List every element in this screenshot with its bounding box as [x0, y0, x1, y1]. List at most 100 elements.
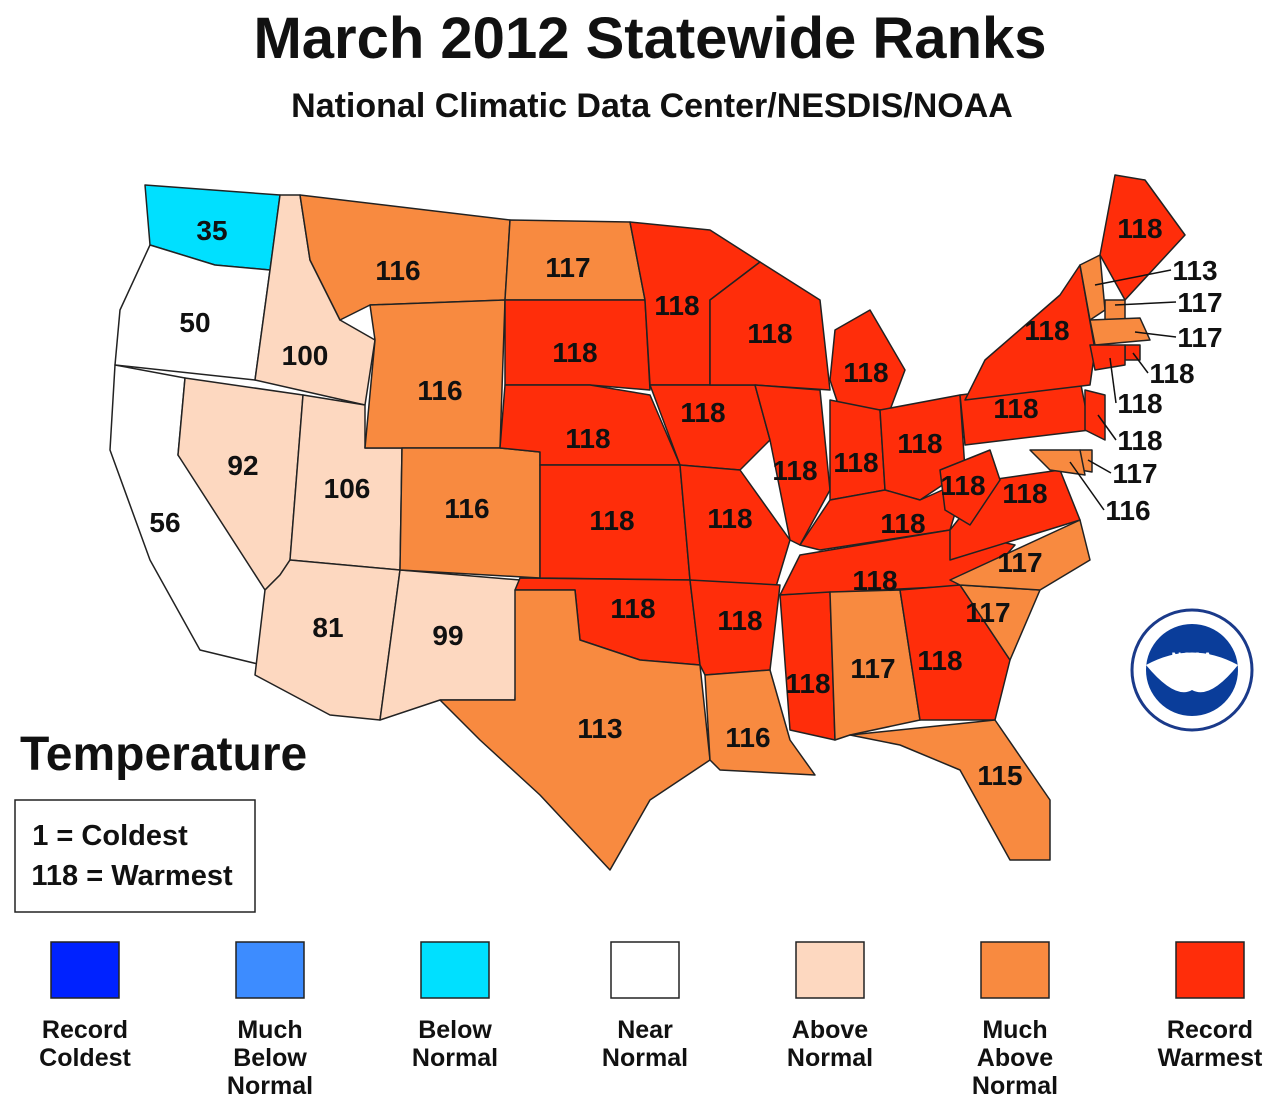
state-rank: 113 [1172, 255, 1217, 286]
state [939, 449, 1001, 526]
state-rank: 118 [1117, 213, 1162, 244]
state-rank: 117 [1112, 458, 1157, 489]
logo-text: NOAA [1171, 649, 1212, 665]
state-rank: 50 [179, 307, 210, 338]
leader-line [1132, 352, 1149, 374]
state-rank: 118 [993, 393, 1038, 424]
key-line: 118 = Warmest [31, 860, 233, 892]
state-rank: 118 [1117, 425, 1162, 456]
state [1089, 317, 1151, 346]
state-rank: 116 [444, 493, 489, 524]
map-label: Temperature [20, 728, 307, 781]
state-rank: 117 [997, 547, 1042, 578]
state-rank: 117 [1177, 322, 1222, 353]
state [704, 669, 816, 776]
legend-swatch [610, 941, 680, 999]
legend-label: Near [617, 1016, 673, 1044]
legend-swatch [420, 941, 490, 999]
state-rank: 118 [1024, 315, 1069, 346]
state-rank: 116 [1105, 495, 1150, 526]
legend-swatch [235, 941, 305, 999]
state [829, 589, 921, 741]
legend-label: Warmest [1158, 1044, 1263, 1072]
logo-gull [1146, 652, 1238, 693]
key-line: 1 = Coldest [32, 820, 188, 852]
state-rank: 118 [552, 337, 597, 368]
state-rank: 56 [149, 507, 180, 538]
state-rank: 116 [417, 375, 462, 406]
legend-swatch [1175, 941, 1245, 999]
state [779, 591, 836, 741]
state-rank: 118 [1149, 358, 1194, 389]
state [1099, 174, 1186, 301]
state [709, 261, 831, 391]
leader-line [1134, 331, 1177, 338]
leader-line [1094, 269, 1172, 286]
leader-line [1109, 357, 1117, 404]
state-rank: 118 [880, 508, 925, 539]
legend-label: Record [42, 1016, 128, 1044]
state [1089, 344, 1126, 371]
legend-label: Record [1167, 1016, 1253, 1044]
state-rank: 106 [324, 473, 371, 504]
state-rank: 118 [917, 645, 962, 676]
state-rank: 118 [680, 397, 725, 428]
state-rank: 81 [312, 612, 343, 643]
legend-swatch [980, 941, 1050, 999]
state-rank: 118 [589, 505, 634, 536]
leader-line [1097, 414, 1117, 441]
state-rank: 118 [843, 357, 888, 388]
state-rank: 117 [545, 252, 590, 283]
legend-label: Normal [412, 1044, 498, 1072]
state [849, 719, 1051, 861]
state-rank: 118 [852, 565, 897, 596]
title: March 2012 Statewide Ranks [253, 6, 1046, 71]
leader-line [1114, 301, 1177, 306]
state [1104, 299, 1126, 321]
leader-line [1069, 461, 1105, 511]
state-rank: 117 [965, 597, 1010, 628]
state-rank: 118 [785, 668, 830, 699]
state-rank: 118 [833, 447, 878, 478]
state-rank: 100 [282, 340, 329, 371]
legend-label: Above [977, 1044, 1054, 1072]
legend-swatch [50, 941, 120, 999]
state-rank: 118 [654, 290, 699, 321]
state-rank: 118 [747, 318, 792, 349]
legend-label: Normal [227, 1072, 313, 1099]
legend-label: Much [982, 1016, 1047, 1044]
state-rank: 113 [577, 713, 622, 744]
legend-label: Below [418, 1016, 492, 1044]
state-rank: 118 [717, 605, 762, 636]
state-rank: 118 [707, 503, 752, 534]
state-rank: 118 [565, 423, 610, 454]
state-rank: 118 [940, 470, 985, 501]
state [1029, 449, 1086, 476]
state-rank: 118 [772, 455, 817, 486]
state [1124, 344, 1141, 361]
state [439, 589, 711, 871]
state [679, 464, 791, 591]
state-rank: 116 [375, 255, 420, 286]
state-rank: 99 [432, 620, 463, 651]
state-rank: 118 [897, 428, 942, 459]
legend-label: Normal [972, 1072, 1058, 1099]
state-rank: 116 [725, 722, 770, 753]
state-rank: 117 [1177, 287, 1222, 318]
state-rank: 118 [1117, 388, 1162, 419]
noaa-logo: NOAA [1130, 608, 1254, 732]
legend-label: Coldest [39, 1044, 131, 1072]
state-rank: 115 [977, 760, 1022, 791]
subtitle: National Climatic Data Center/NESDIS/NOA… [291, 87, 1013, 125]
state [1084, 389, 1106, 441]
state [504, 299, 651, 391]
leader-line [1087, 459, 1112, 474]
key-box [14, 799, 256, 913]
state-rank: 118 [610, 593, 655, 624]
state-rank: 117 [850, 653, 895, 684]
state-rank: 118 [1002, 478, 1047, 509]
legend-label: Normal [602, 1044, 688, 1072]
